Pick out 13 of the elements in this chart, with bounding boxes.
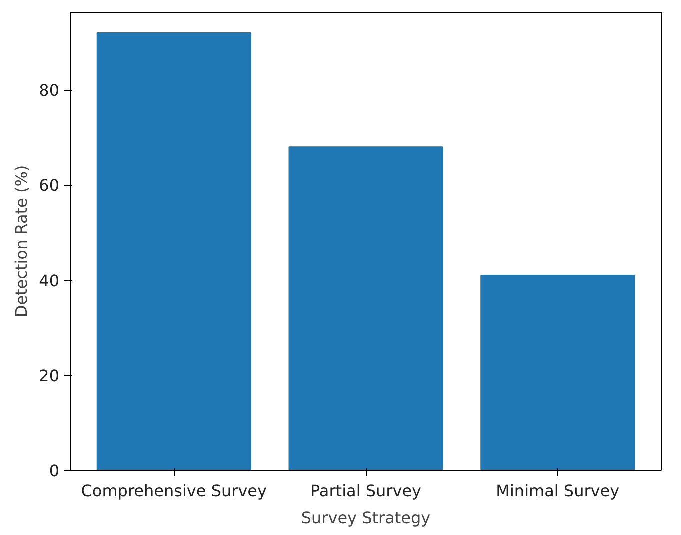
bar bbox=[480, 275, 636, 470]
x-axis-title: Survey Strategy bbox=[301, 508, 431, 528]
y-tick-label: 40 bbox=[39, 271, 60, 290]
y-tick-label: 0 bbox=[49, 462, 60, 480]
y-axis-title: Detection Rate (%) bbox=[12, 165, 32, 318]
y-tick-label: 20 bbox=[39, 366, 60, 386]
y-tick-label: 60 bbox=[39, 176, 60, 196]
x-tick-label: Minimal Survey bbox=[496, 482, 620, 500]
bar bbox=[288, 146, 444, 470]
x-tick-label: Comprehensive Survey bbox=[81, 482, 267, 500]
bar bbox=[96, 32, 252, 470]
y-tick-label: 80 bbox=[39, 81, 60, 100]
x-tick-label: Partial Survey bbox=[310, 482, 422, 500]
